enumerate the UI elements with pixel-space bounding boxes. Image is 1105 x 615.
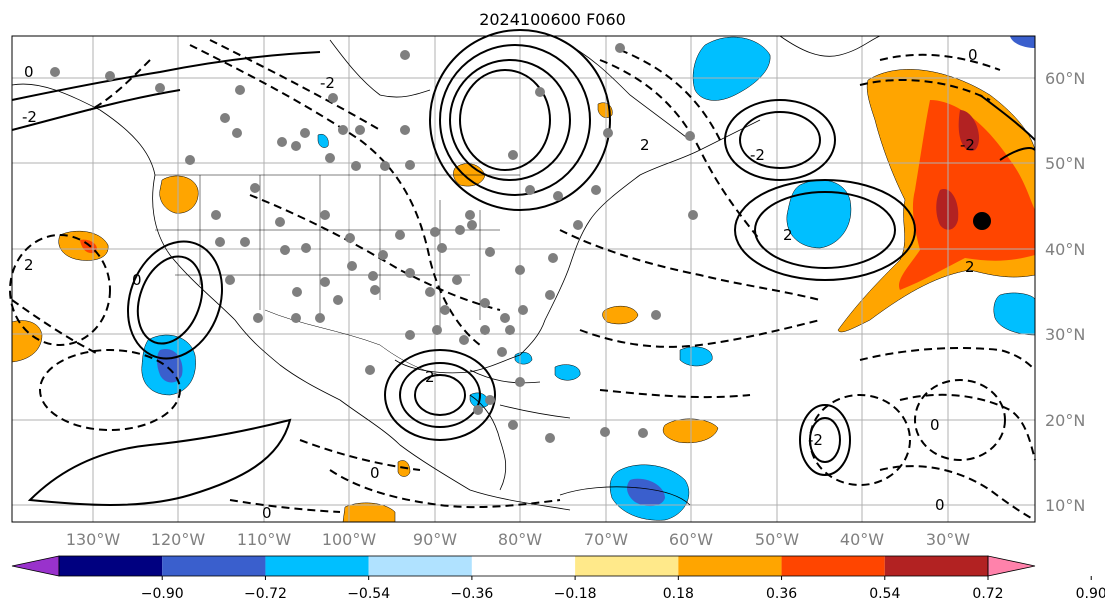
contour-label: 0 — [930, 416, 940, 434]
map-frame — [11, 35, 1036, 523]
station-dots — [50, 43, 698, 443]
negative-anomaly-labrador — [692, 36, 771, 101]
negative-anomaly-mid-atlantic — [786, 179, 852, 249]
contours-negative — [9, 39, 1036, 521]
lat-axis: 60°N 50°N 40°N 30°N 20°N 10°N — [1045, 69, 1085, 515]
colorbar-tick-label: 0.90 — [1076, 586, 1105, 602]
colorbar-tick-label: −0.18 — [554, 586, 597, 602]
contour-label: -2 — [960, 136, 975, 154]
contour-label: 2 — [965, 258, 975, 276]
lat-tick-label: 20°N — [1045, 411, 1085, 430]
lon-tick-label: 100°W — [322, 530, 377, 549]
lat-tick-label: 60°N — [1045, 69, 1085, 88]
lon-axis: 130°W 120°W 110°W 100°W 90°W 80°W 70°W 6… — [66, 530, 970, 549]
lat-tick-label: 40°N — [1045, 240, 1085, 259]
lon-tick-label: 130°W — [66, 530, 121, 549]
colorbar-tick-label: −0.36 — [450, 586, 493, 602]
colorbar-tick-label: 0.54 — [869, 586, 900, 602]
colorbar-box — [884, 556, 988, 576]
contour-label: 0 — [968, 46, 978, 64]
colorbar-box — [59, 556, 163, 576]
lon-tick-label: 30°W — [926, 530, 970, 549]
lon-tick-label: 60°W — [669, 530, 713, 549]
lat-tick-label: 30°N — [1045, 325, 1085, 344]
lon-tick-label: 40°W — [840, 530, 884, 549]
colorbar-tick-label: 0.36 — [766, 586, 797, 602]
contour-label: 0 — [935, 496, 945, 514]
colorbar-extend-high — [987, 555, 1036, 577]
contour-label: 2 — [640, 136, 650, 154]
colorbar-tick-label: −0.54 — [347, 586, 390, 602]
colorbar-box — [575, 556, 679, 576]
colorbar-tick-label: 0.72 — [972, 586, 1003, 602]
contour-label: -2 — [808, 431, 823, 449]
colorbar-box — [781, 556, 885, 576]
colorbar-box — [678, 556, 782, 576]
colorbar-extend-low — [11, 555, 60, 577]
contour-label: 0 — [132, 271, 142, 289]
contour-label: -2 — [320, 74, 335, 92]
contour-label: -2 — [750, 146, 765, 164]
location-marker — [973, 212, 991, 230]
colorbar-box — [471, 556, 576, 576]
colorbar: −0.90 −0.72 −0.54 −0.36 −0.18 0.18 0.36 0.54 0.7… — [11, 555, 1105, 602]
contour-label: 0 — [370, 464, 380, 482]
contour-labels: 0 -2 0 2 -2 0 2 0 -2 2 0 -2 0 2 -2 0 2 — [22, 46, 978, 522]
contour-label: 2 — [783, 226, 793, 244]
colorbar-tick-label: −0.72 — [244, 586, 287, 602]
contour-label: 0 — [24, 63, 34, 81]
lon-tick-label: 120°W — [151, 530, 206, 549]
plot-title: 2024100600 F060 — [479, 10, 626, 29]
lon-tick-label: 110°W — [237, 530, 292, 549]
lat-tick-label: 50°N — [1045, 154, 1085, 173]
colorbar-box — [265, 556, 369, 576]
contour-label: 0 — [262, 504, 272, 522]
colorbar-box — [162, 556, 266, 576]
contour-label: 2 — [425, 368, 435, 386]
contour-label: 2 — [24, 256, 34, 274]
lon-tick-label: 70°W — [584, 530, 628, 549]
strong-anomaly-east-atlantic — [899, 100, 1035, 290]
lon-tick-label: 80°W — [498, 530, 542, 549]
colorbar-tick-label: 0.18 — [663, 586, 694, 602]
colorbar-tick-label: −0.90 — [141, 586, 184, 602]
contour-label: -2 — [22, 108, 37, 126]
colorbar-box — [368, 556, 472, 576]
lon-tick-label: 90°W — [413, 530, 457, 549]
graticule — [12, 36, 1035, 522]
max-anomaly-east-atlantic — [936, 189, 959, 230]
shading-layer — [11, 36, 1036, 523]
lon-tick-label: 50°W — [755, 530, 799, 549]
lat-tick-label: 10°N — [1045, 496, 1085, 515]
colorbar-outline — [58, 555, 989, 577]
